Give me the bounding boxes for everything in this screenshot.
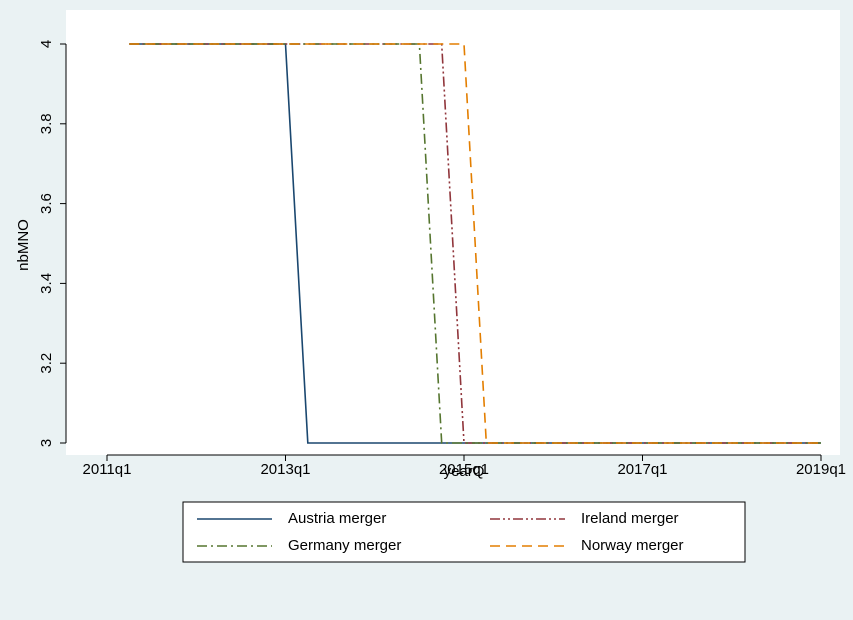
x-tick-label: 2015q1 (439, 461, 489, 478)
y-tick-label: 3.2 (38, 353, 55, 374)
y-tick-label: 3.8 (38, 113, 55, 134)
series-line (129, 43, 821, 444)
x-axis-title: yearQ (444, 463, 485, 480)
y-tick-label: 4 (38, 40, 55, 48)
legend-label: Norway merger (581, 537, 684, 554)
legend-label: Ireland merger (581, 510, 679, 527)
y-axis-title: nbMNO (15, 219, 32, 271)
legend-box (182, 501, 746, 563)
y-tick-label: 3 (38, 439, 55, 447)
x-tick-label: 2017q1 (617, 461, 667, 478)
legend-label: Germany merger (288, 537, 401, 554)
x-tick-label: 2019q1 (796, 461, 846, 478)
y-tick-label: 3.6 (38, 193, 55, 214)
series-line (129, 43, 821, 444)
legend-label: Austria merger (288, 510, 386, 527)
x-tick-label: 2013q1 (260, 461, 310, 478)
y-tick-label: 3.4 (38, 273, 55, 294)
x-tick-label: 2011q1 (83, 461, 132, 478)
